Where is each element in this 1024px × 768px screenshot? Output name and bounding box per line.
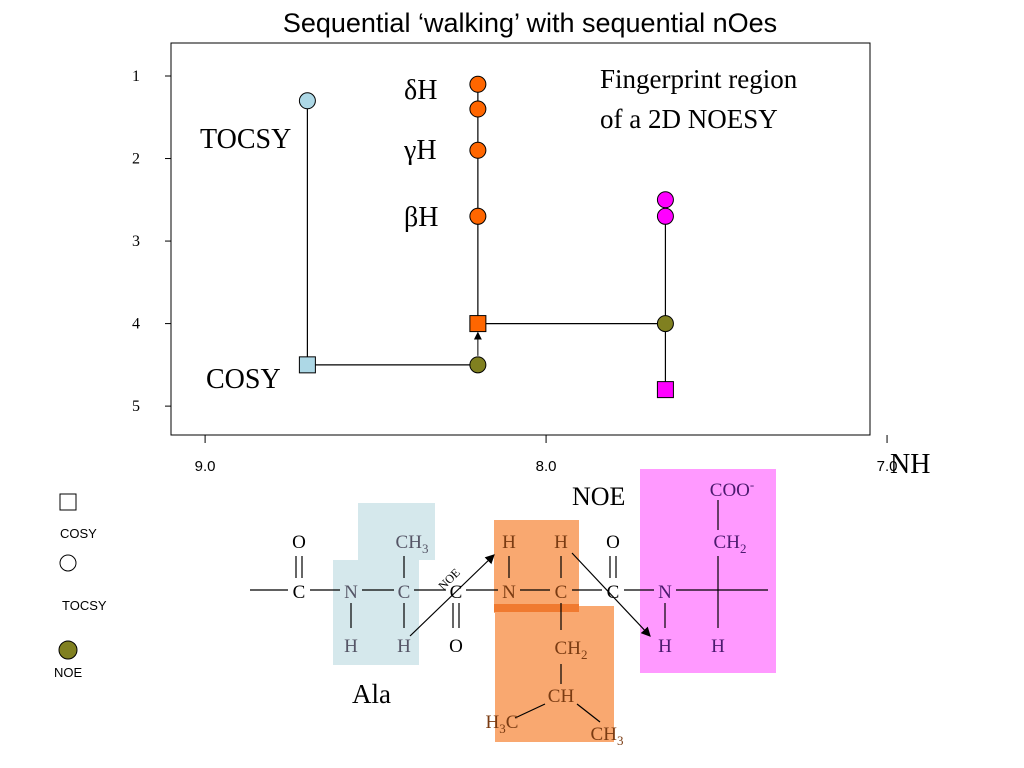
atom-ch: CH: [548, 686, 575, 707]
nh-axis-label: NH: [890, 449, 930, 480]
delta-h-label: δH: [404, 75, 437, 106]
y-axis: 1 2 3 4 5: [132, 68, 171, 415]
noe-point: [656, 315, 674, 333]
y-tick-label: 5: [132, 398, 140, 415]
tocsy-point: [469, 100, 487, 118]
tocsy-point: [298, 92, 316, 110]
tocsy-point: [656, 191, 674, 209]
third-residue-box: [640, 469, 776, 673]
data-points: [298, 75, 674, 399]
tocsy-point: [656, 207, 674, 225]
atom-c1: C: [293, 582, 306, 603]
atom-ch3: CH3: [396, 532, 429, 556]
legend-tocsy-marker: [59, 554, 77, 572]
atom-h1: H: [344, 636, 358, 657]
backbone-bonds: [250, 500, 768, 723]
beta-h-label: βH: [404, 202, 438, 233]
tocsy-point: [469, 207, 487, 225]
atom-ch3b: CH3: [591, 724, 624, 748]
atom-h3: H: [502, 532, 516, 553]
atom-c3: C: [450, 582, 463, 603]
fingerprint-label-line2: of a 2D NOESY: [600, 104, 778, 134]
noe-label: NOE: [572, 482, 625, 511]
x-tick-label: 7.0: [877, 458, 898, 475]
atom-n2: N: [502, 582, 516, 603]
tocsy-point: [469, 75, 487, 93]
connection-lines: [306, 84, 667, 390]
ala-residue-box: [333, 503, 435, 665]
legend-noe-marker: [58, 640, 78, 660]
page-title: Sequential ‘walking’ with sequential nOe…: [282, 8, 778, 38]
y-tick-label: 1: [132, 68, 140, 85]
y-tick-label: 3: [132, 233, 140, 250]
legend-tocsy-label: TOCSY: [62, 598, 107, 613]
cosy-point: [656, 381, 674, 399]
atom-h6: H: [711, 636, 725, 657]
atom-h5: H: [658, 636, 672, 657]
atom-o3: O: [449, 636, 463, 657]
fingerprint-label-line1: Fingerprint region: [600, 64, 798, 94]
atom-ch2a: CH2: [555, 638, 588, 662]
atom-n3: N: [658, 582, 672, 603]
x-axis: 9.0 8.0 7.0: [195, 435, 898, 475]
gamma-h-label: γH: [403, 135, 437, 166]
atom-h4: H: [554, 532, 568, 553]
atom-h3c: H3C: [486, 712, 519, 736]
cosy-label: COSY: [206, 364, 281, 395]
atom-ch2b: CH2: [714, 532, 747, 556]
legend-cosy-label: COSY: [60, 526, 97, 541]
x-tick-label: 8.0: [536, 458, 557, 475]
leu-backbone-box: [494, 520, 579, 613]
atom-o1: O: [292, 532, 306, 553]
leu-sidechain-box: [495, 606, 614, 742]
leu-overlap-band: [494, 604, 579, 612]
cosy-point: [469, 315, 487, 333]
atom-coo: COO-: [710, 477, 754, 501]
atom-c4: C: [555, 582, 568, 603]
legend-cosy-marker: [59, 493, 77, 511]
ala-label: Ala: [352, 679, 391, 709]
atom-o5: O: [606, 532, 620, 553]
cosy-point: [298, 356, 316, 374]
y-tick-label: 2: [132, 151, 140, 168]
atom-n1: N: [344, 582, 358, 603]
atom-c5: C: [607, 582, 620, 603]
legend-noe-label: NOE: [54, 665, 83, 680]
atom-h2: H: [397, 636, 411, 657]
atom-c2: C: [398, 582, 411, 603]
x-tick-label: 9.0: [195, 458, 216, 475]
noe-point: [469, 356, 487, 374]
tocsy-point: [469, 141, 487, 159]
plot-frame: [170, 42, 871, 436]
y-tick-label: 4: [132, 316, 140, 333]
tocsy-label: TOCSY: [200, 124, 291, 155]
